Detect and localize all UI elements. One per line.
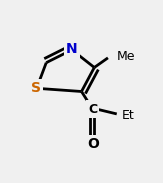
Text: Me: Me — [117, 50, 135, 63]
Text: O: O — [87, 137, 99, 151]
Text: C: C — [88, 103, 97, 116]
Text: S: S — [31, 81, 41, 95]
Text: N: N — [66, 42, 78, 56]
Text: Et: Et — [122, 109, 134, 122]
